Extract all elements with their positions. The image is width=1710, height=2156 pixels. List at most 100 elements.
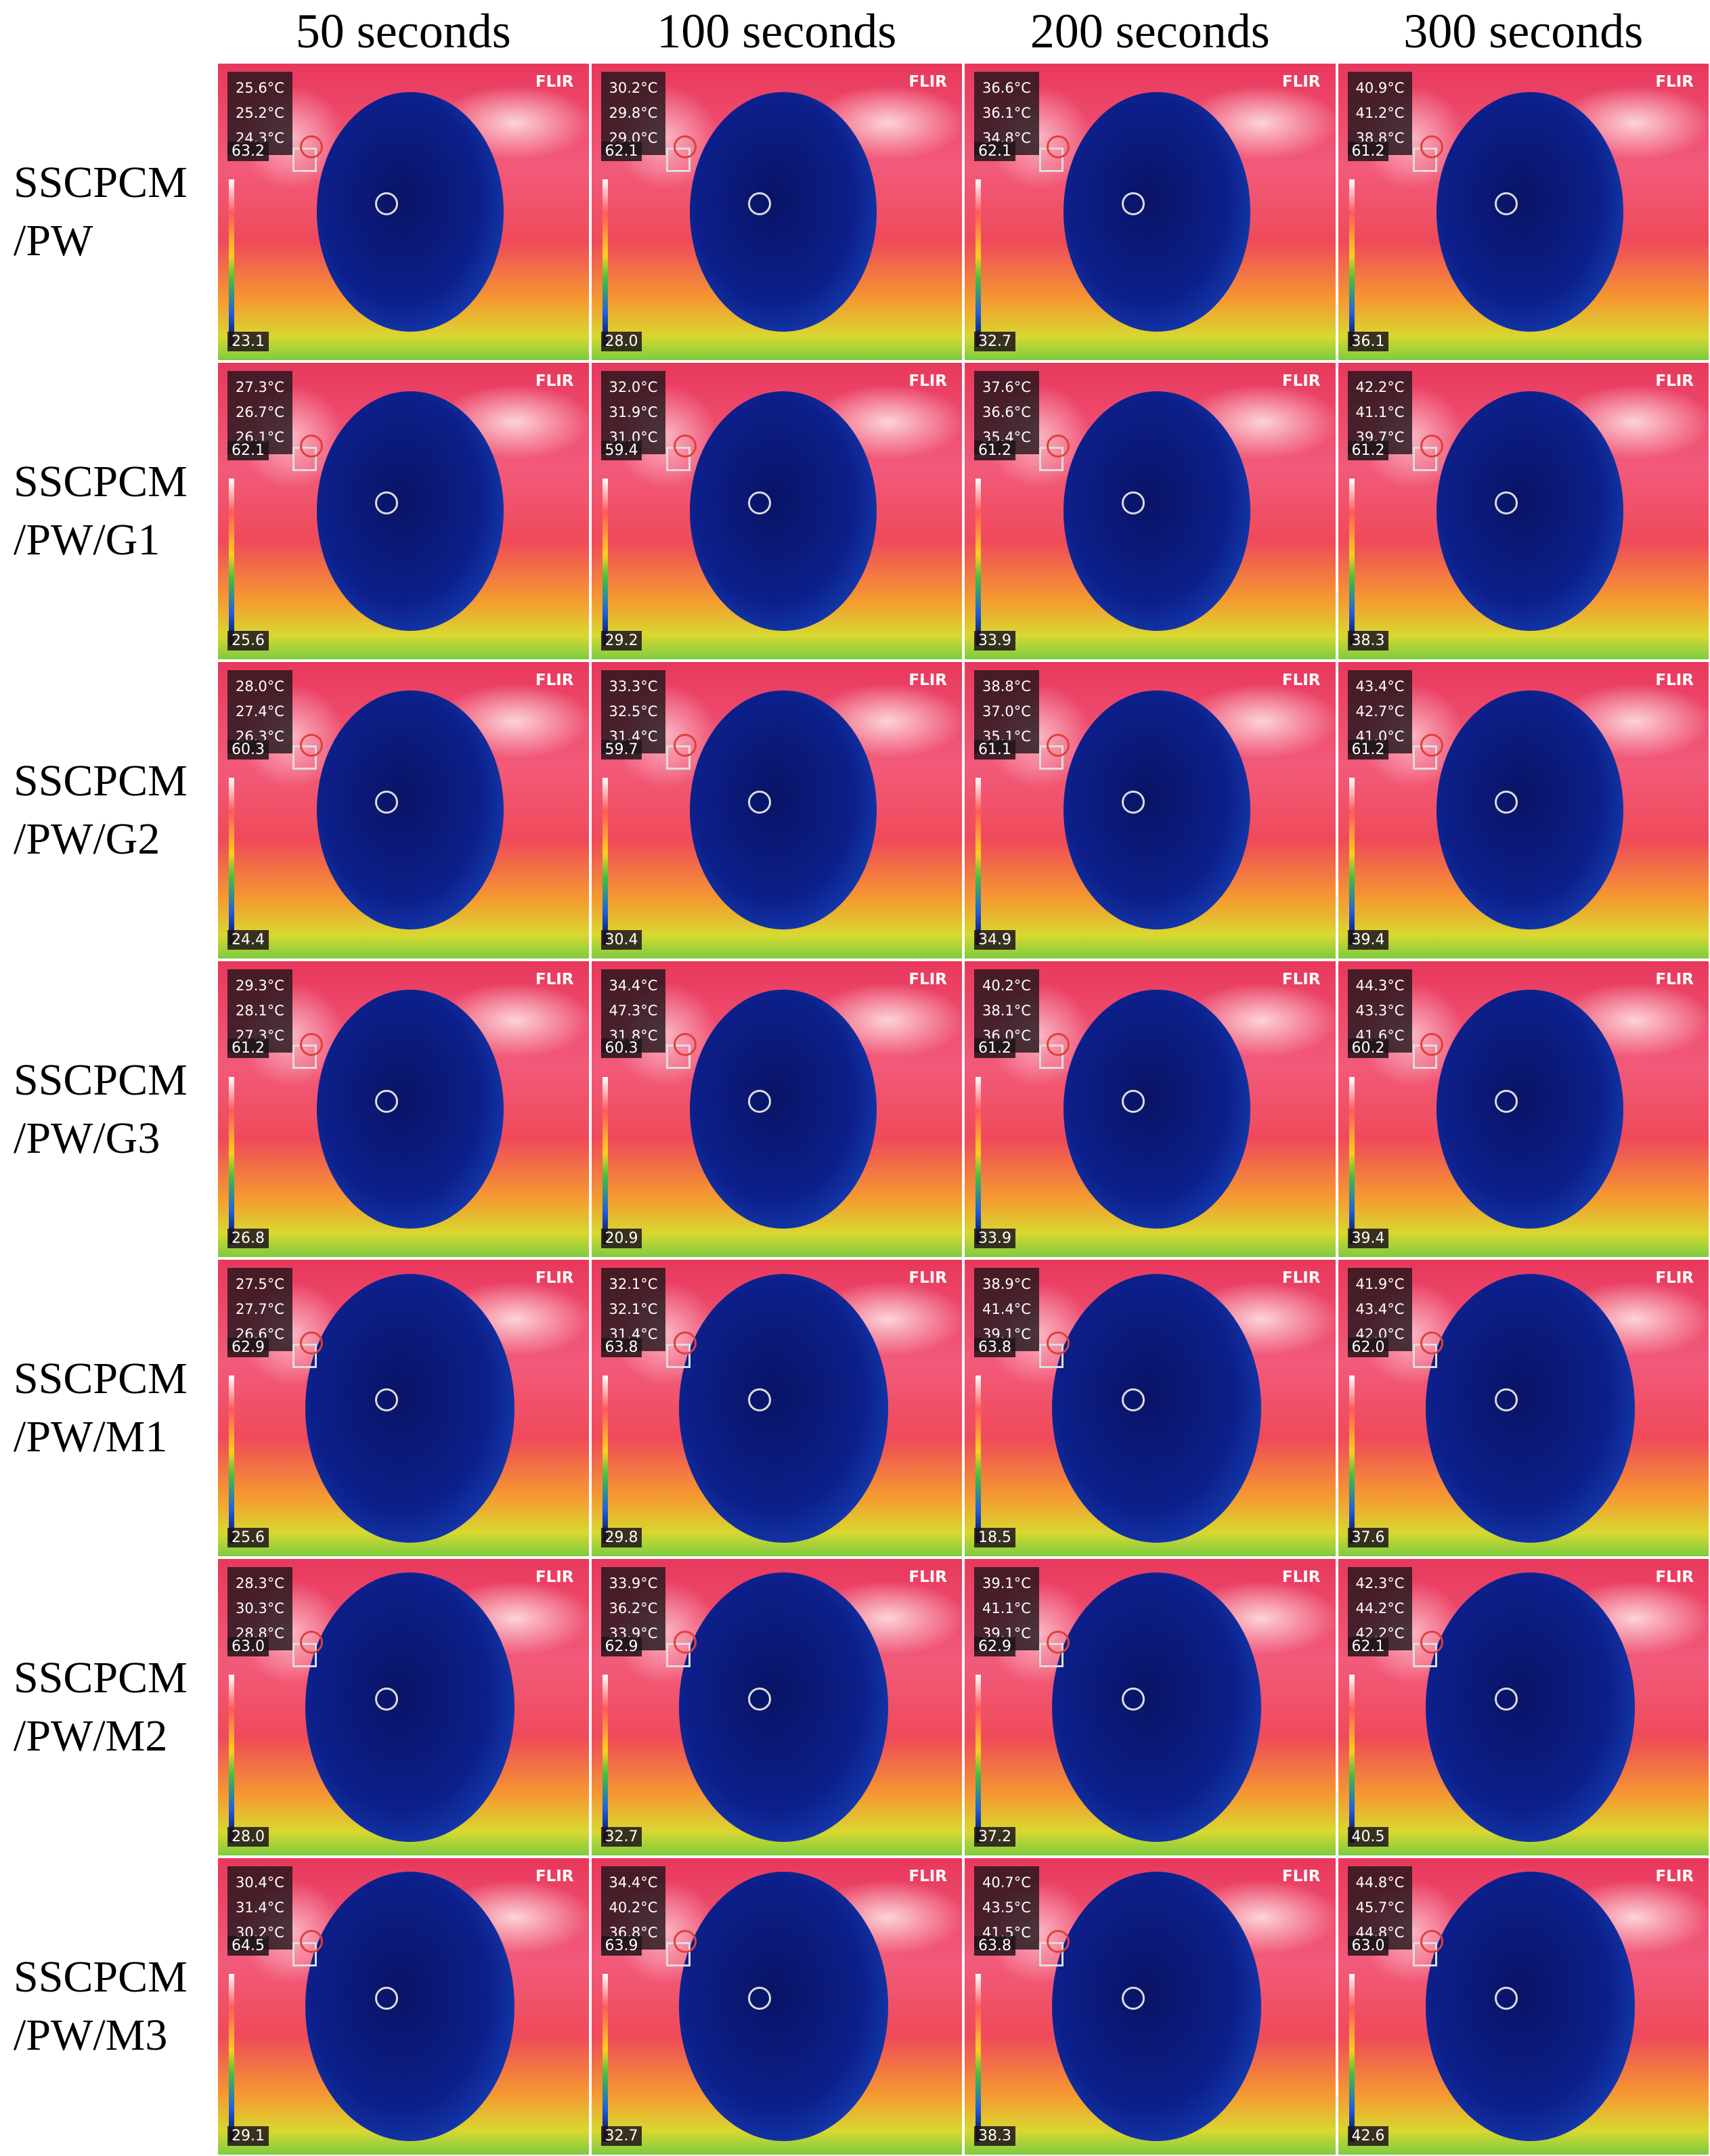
scale-max: 62.9 [974, 1637, 1015, 1657]
reading: 38.9°C [982, 1276, 1031, 1293]
row-label-line: /PW/G2 [14, 814, 160, 864]
scale-max: 63.0 [1347, 1936, 1389, 1956]
reading: 42.3°C [1355, 1575, 1405, 1592]
scale-max: 62.1 [1347, 1637, 1389, 1657]
reading: 43.4°C [1355, 678, 1405, 695]
scale-max: 63.8 [974, 1936, 1015, 1956]
spot-marker [300, 733, 324, 757]
spot-marker [1420, 434, 1443, 458]
disc [690, 690, 877, 930]
scale-max: 62.1 [227, 440, 269, 460]
disc [316, 989, 504, 1229]
spot-marker [1121, 1987, 1145, 2010]
reading: 43.5°C [982, 1899, 1031, 1916]
scale-min: 28.0 [227, 1827, 269, 1847]
spot-marker [748, 1688, 772, 1711]
spot-marker [1047, 733, 1070, 757]
brand-logo: FLIR [1281, 970, 1321, 988]
reading: 43.3°C [1355, 1002, 1405, 1019]
thermal-image: 41.9°C 43.4°C 42.0°C FLIR 62.0 37.6 [1338, 1260, 1709, 1557]
readings-box: 27.3°C 26.7°C 26.1°C [227, 370, 292, 454]
reading: 37.0°C [982, 703, 1031, 720]
disc [1425, 1572, 1635, 1843]
brand-logo: FLIR [1281, 372, 1321, 390]
column-header: 50 seconds [295, 4, 511, 58]
readings-box: 40.9°C 41.2°C 38.8°C [1347, 72, 1413, 155]
spot-marker [673, 434, 697, 458]
reading: 28.1°C [236, 1002, 284, 1019]
spot-marker [673, 1930, 697, 1954]
row-label-line: /PW/M3 [14, 2010, 168, 2061]
brand-logo: FLIR [1281, 671, 1321, 689]
disc [1052, 1872, 1262, 2141]
disc [690, 989, 877, 1229]
reading: 40.7°C [982, 1874, 1031, 1891]
reading: 29.3°C [236, 977, 284, 994]
brand-logo: FLIR [1281, 1868, 1321, 1886]
scale-min: 18.5 [974, 1528, 1015, 1548]
scale-max: 62.9 [600, 1637, 642, 1657]
spot-marker [748, 1388, 772, 1412]
thermal-image: 38.8°C 37.0°C 35.1°C FLIR 61.1 34.9 [965, 661, 1336, 959]
thermal-image: 43.4°C 42.7°C 41.0°C FLIR 61.2 39.4 [1338, 661, 1709, 959]
reading: 41.1°C [982, 1600, 1031, 1617]
scale-min: 38.3 [974, 2126, 1015, 2146]
scale-max: 59.4 [600, 440, 642, 460]
spot-marker [1047, 1631, 1070, 1654]
spot-marker [300, 1032, 324, 1056]
reading: 31.9°C [609, 403, 658, 420]
brand-logo: FLIR [908, 671, 947, 689]
column-header: 100 seconds [657, 4, 897, 58]
column-header: 300 seconds [1403, 4, 1644, 58]
color-scale [975, 478, 981, 646]
spot-marker [1420, 1032, 1443, 1056]
reading: 44.8°C [1355, 1874, 1405, 1891]
color-scale [229, 777, 234, 946]
disc [305, 1273, 515, 1543]
color-scale [602, 1974, 608, 2142]
color-scale [602, 1675, 608, 1843]
reading: 37.6°C [982, 378, 1031, 395]
scale-min: 32.7 [600, 2126, 642, 2146]
brand-logo: FLIR [535, 1269, 574, 1288]
scale-min: 40.5 [1347, 1827, 1389, 1847]
thermal-image: 28.3°C 30.3°C 28.8°C FLIR 63.0 28.0 [218, 1559, 589, 1856]
readings-box: 28.0°C 27.4°C 26.3°C [227, 669, 292, 753]
brand-logo: FLIR [1655, 73, 1694, 91]
brand-logo: FLIR [1281, 73, 1321, 91]
disc [316, 391, 504, 631]
thermal-image: 44.8°C 45.7°C 44.8°C FLIR 63.0 42.6 [1338, 1858, 1709, 2155]
scale-max: 61.2 [1347, 141, 1389, 161]
scale-min: 32.7 [600, 1827, 642, 1847]
reading: 27.3°C [236, 378, 284, 395]
spot-marker [374, 1089, 398, 1113]
scale-max: 63.2 [227, 141, 269, 161]
readings-box: 39.1°C 41.1°C 39.1°C [974, 1567, 1039, 1651]
brand-logo: FLIR [1281, 1568, 1321, 1587]
reading: 41.4°C [982, 1301, 1031, 1318]
scale-min: 28.0 [600, 331, 642, 351]
disc [1052, 1572, 1262, 1843]
spot-marker [748, 491, 772, 514]
readings-box: 28.3°C 30.3°C 28.8°C [227, 1567, 292, 1651]
disc [690, 391, 877, 631]
row-label-line: /PW [14, 215, 93, 265]
scale-min: 37.6 [1347, 1528, 1389, 1548]
spot-marker [748, 1089, 772, 1113]
color-scale [229, 478, 234, 646]
reading: 32.1°C [609, 1301, 658, 1318]
reading: 44.3°C [1355, 977, 1405, 994]
scale-min: 29.2 [600, 630, 642, 651]
brand-logo: FLIR [1655, 671, 1694, 689]
scale-max: 64.5 [227, 1936, 269, 1956]
scale-min: 29.8 [600, 1528, 642, 1548]
thermal-image: 25.6°C 25.2°C 24.3°C FLIR 63.2 23.1 [218, 64, 589, 360]
thermal-image: 27.3°C 26.7°C 26.1°C FLIR 62.1 25.6 [218, 362, 589, 659]
row-label-line: SSCPCM [14, 1952, 188, 2002]
reading: 27.5°C [236, 1276, 284, 1293]
thermal-image: 38.9°C 41.4°C 39.1°C FLIR 63.8 18.5 [965, 1260, 1336, 1557]
color-scale [1349, 1974, 1355, 2142]
thermal-image: 37.6°C 36.6°C 35.4°C FLIR 61.2 33.9 [965, 362, 1336, 659]
readings-box: 34.4°C 40.2°C 36.8°C [600, 1866, 666, 1950]
